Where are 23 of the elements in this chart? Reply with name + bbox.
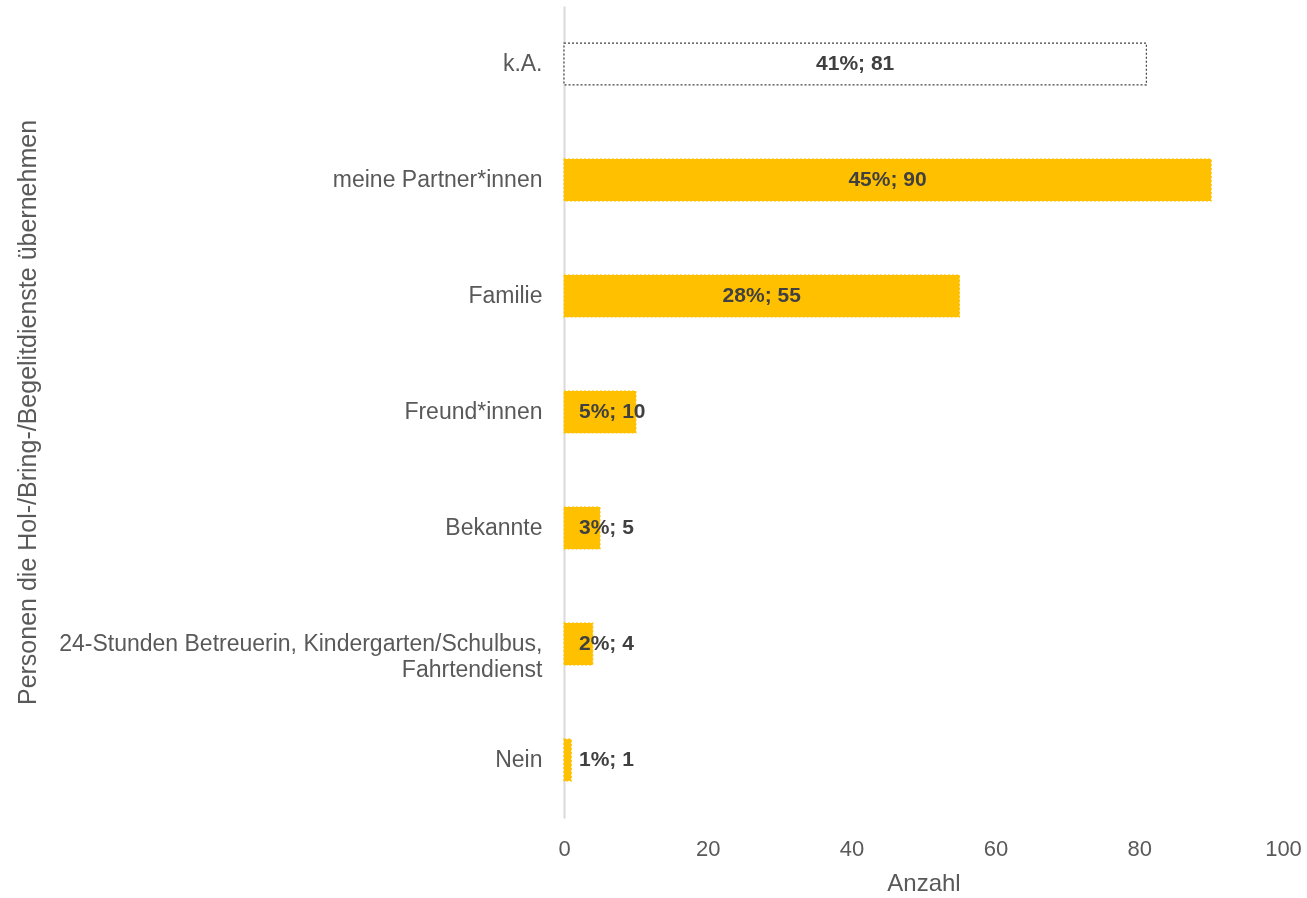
- x-tick-label: 0: [558, 835, 571, 861]
- y-tick-label: Freund*innen: [404, 398, 543, 424]
- y-axis-title: Personen die Hol-/Bring-/Begelitdienste übernehmen: [12, 119, 41, 706]
- y-tick-label: 24-Stunden Betreuerin, Kindergarten/Schulbus, Fahrtendienst: [59, 630, 544, 682]
- x-axis-title: Anzahl: [887, 868, 961, 896]
- x-tick-label: 40: [839, 835, 865, 861]
- data-label: 1%; 1: [579, 747, 635, 770]
- y-tick-label: Familie: [468, 282, 543, 308]
- data-label: 45%; 90: [848, 167, 927, 190]
- data-label: 28%; 55: [722, 283, 802, 306]
- y-tick-label: Nein: [495, 746, 543, 772]
- y-tick-label: Bekannte: [445, 514, 543, 540]
- y-tick-label: k.A.: [502, 50, 543, 76]
- bar: [563, 158, 1212, 202]
- bar: [563, 274, 961, 318]
- data-label: 41%; 81: [816, 51, 895, 74]
- x-tick-label: 60: [983, 835, 1009, 861]
- x-tick-label: 100: [1265, 835, 1302, 861]
- x-tick-label: 20: [696, 835, 721, 861]
- bar: [563, 42, 1147, 86]
- x-tick-label: 80: [1127, 835, 1152, 861]
- bar: [563, 738, 572, 782]
- y-tick-label: meine Partner*innen: [332, 166, 543, 192]
